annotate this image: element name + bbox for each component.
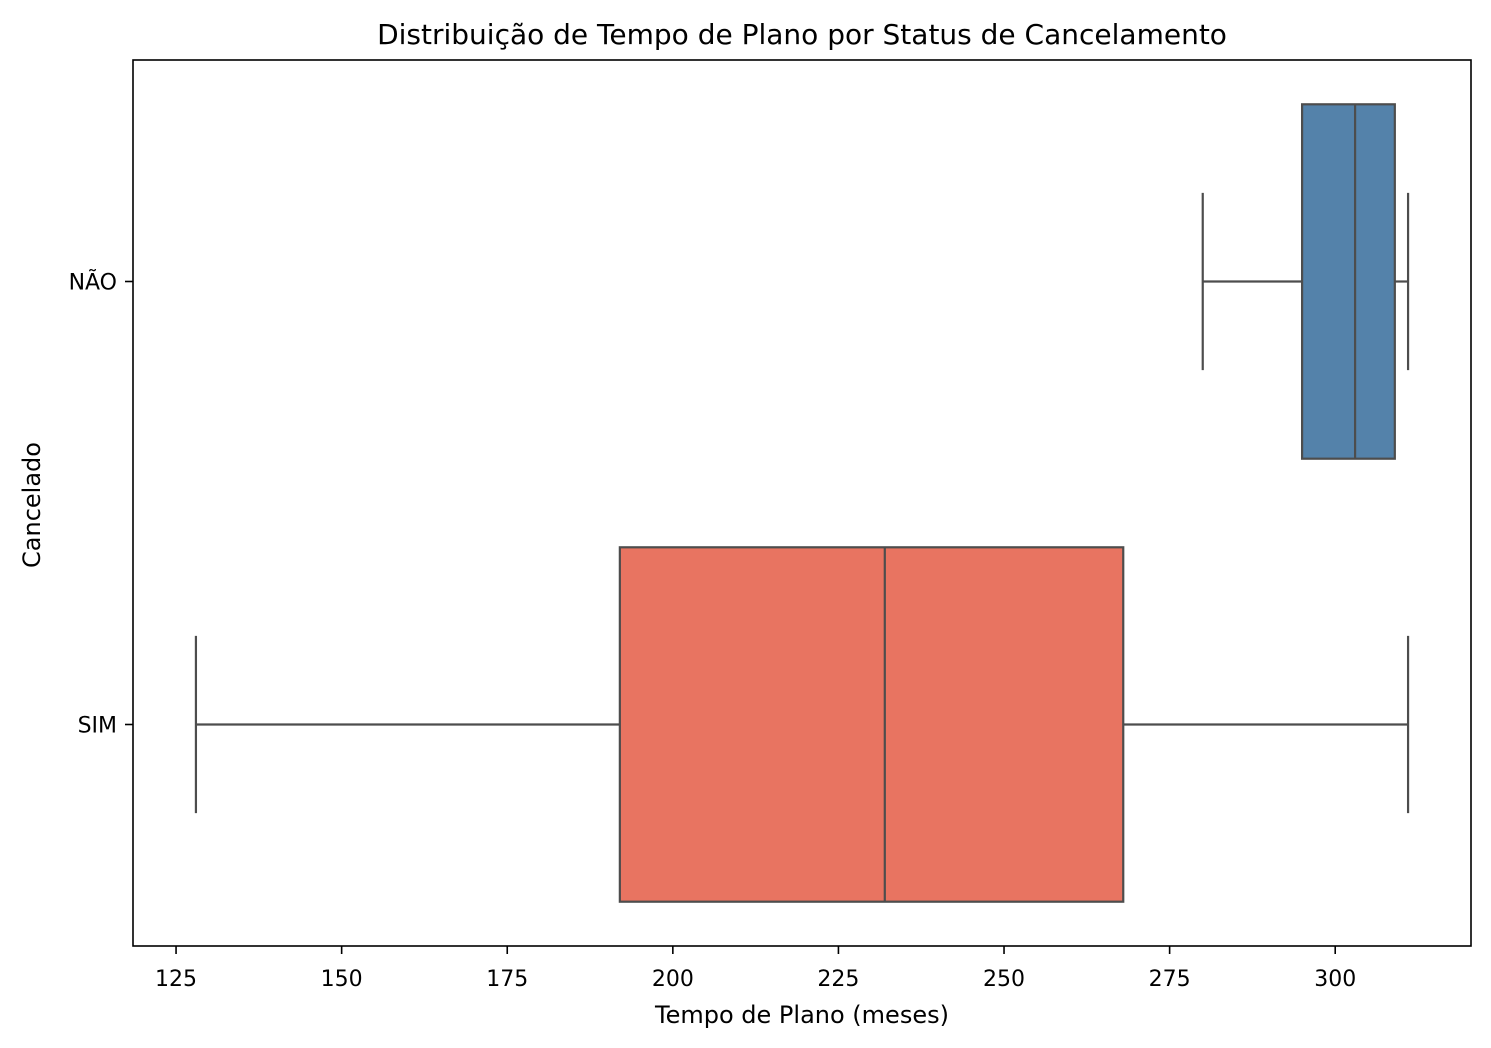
iqr-box: [1300, 103, 1396, 460]
x-tick-label: 125: [155, 967, 197, 992]
x-tick-label: 250: [983, 967, 1025, 992]
chart-title: Distribuição de Tempo de Plano por Statu…: [377, 18, 1227, 51]
x-tick-label: 275: [1149, 967, 1191, 992]
iqr-box: [618, 546, 1125, 903]
x-axis-label: Tempo de Plano (meses): [654, 1001, 949, 1029]
x-tick-label: 300: [1314, 967, 1356, 992]
box-nao: [1201, 103, 1410, 460]
y-tick-label: SIM: [78, 714, 117, 739]
x-tick-label: 150: [321, 967, 363, 992]
y-axis-label: Cancelado: [18, 442, 46, 568]
x-tick-label: 200: [652, 967, 694, 992]
y-tick-label: NÃO: [69, 269, 117, 296]
x-axis: 125 150 175 200 225 250 275 300: [155, 946, 1356, 992]
box-sim: [194, 546, 1410, 903]
plot-area: [194, 103, 1410, 903]
plot-frame: [132, 59, 1472, 947]
x-tick-label: 225: [817, 967, 859, 992]
y-axis: NÃO SIM: [69, 269, 133, 739]
x-tick-label: 175: [486, 967, 528, 992]
